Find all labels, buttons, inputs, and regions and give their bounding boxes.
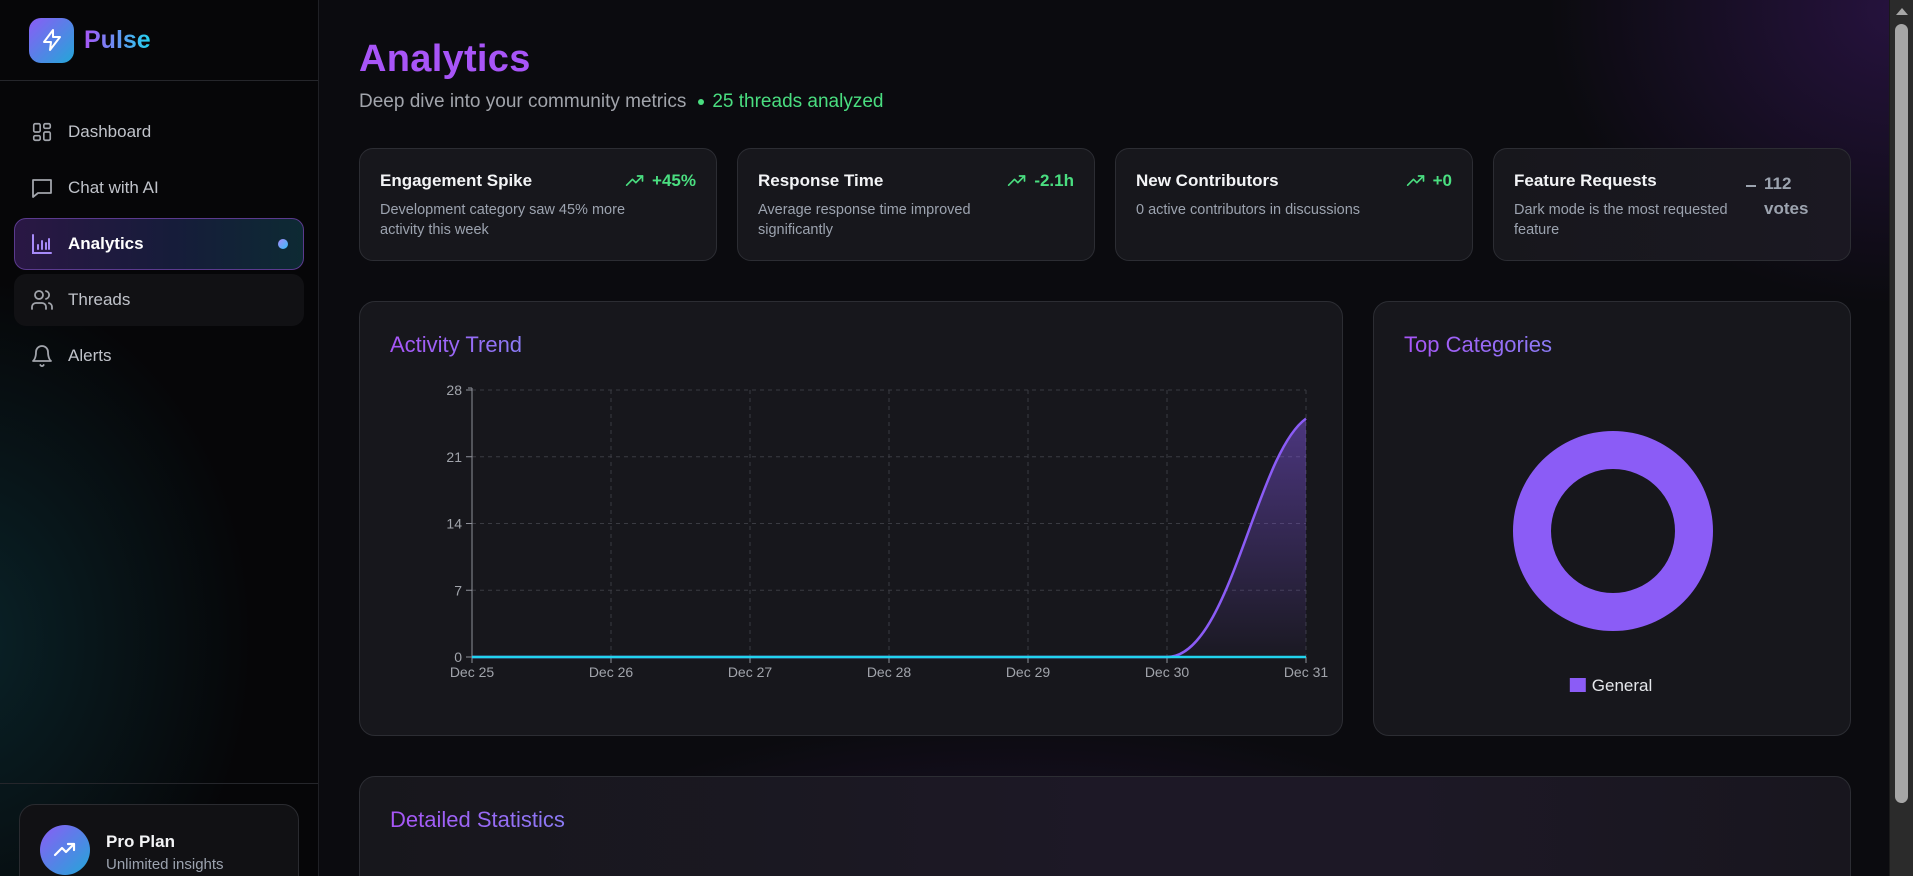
brand[interactable]: Pulse [0,0,318,81]
sidebar-item-analytics[interactable]: Analytics [14,218,304,270]
trending-up-icon [1406,174,1426,188]
sidebar-item-label: Dashboard [68,122,152,141]
legend-item[interactable]: General [1569,676,1652,695]
panel-title: Detailed Statistics [390,807,565,832]
detailed-statistics-panel: Detailed Statistics [359,776,1851,876]
status-dot [698,99,705,105]
sidebar-item-label: Threads [68,290,131,309]
insight-description: Development category saw 45% more activi… [380,202,626,238]
trending-up-icon [40,825,90,875]
y-tick-label: 28 [446,382,462,398]
y-tick-label: 14 [446,516,462,532]
plan-subtitle: Unlimited insights [106,856,224,873]
sidebar: Pulse Dashboard Chat with AI Analytics [0,0,319,876]
brand-name: Pulse [84,25,151,54]
insight-metric: +45% [625,171,696,191]
active-indicator-dot [278,239,288,249]
top-categories-panel: Top Categories General [1373,301,1851,736]
x-tick-label: Dec 27 [728,664,773,680]
x-tick-label: Dec 29 [1006,664,1051,680]
top-categories-donut-chart[interactable]: General [1374,302,1852,737]
y-tick-label: 21 [446,449,462,465]
plan-title: Pro Plan [106,832,175,851]
insight-description: 0 active contributors in discussions [1136,202,1361,218]
x-tick-label: Dec 30 [1145,664,1190,680]
insight-metric: -2.1h [1007,171,1074,191]
x-tick-label: Dec 26 [589,664,634,680]
y-tick-label: 7 [454,582,462,598]
sidebar-item-dashboard[interactable]: Dashboard [14,106,304,158]
lightning-icon [29,17,74,63]
sidebar-item-label: Analytics [68,234,144,253]
insight-metric: +0 [1406,171,1452,191]
minus-icon [1746,185,1756,187]
activity-trend-panel: Activity Trend 0 7 14 21 28 Dec 25 Dec 26 Dec 2… [359,301,1343,736]
insight-card-engagement[interactable]: Engagement Spike Development category sa… [359,148,717,261]
donut-slice-general[interactable] [1513,430,1713,632]
x-tick-label: Dec 25 [450,664,495,680]
scroll-up-arrow-icon[interactable] [1896,8,1908,15]
page-subtitle: Deep dive into your community metrics [359,91,687,112]
activity-trend-chart[interactable]: 0 7 14 21 28 Dec 25 Dec 26 Dec 27 Dec 28 Dec 29 De… [360,302,1344,737]
sidebar-item-label: Alerts [68,346,112,365]
scrollbar-thumb[interactable] [1895,24,1908,803]
insight-cards: Engagement Spike Development category sa… [359,148,1851,261]
page-title: Analytics [359,38,531,80]
chat-bubble-icon [30,176,54,200]
insight-card-feature-requests[interactable]: Feature Requests Dark mode is the most r… [1493,148,1851,261]
panel-title: Top Categories [1404,332,1552,357]
sidebar-item-alerts[interactable]: Alerts [14,330,304,382]
legend-swatch [1569,678,1586,692]
sidebar-footer: Pro Plan Unlimited insights [0,783,318,876]
threads-analyzed-count: 25 threads analyzed [712,91,884,112]
sidebar-nav: Dashboard Chat with AI Analytics Threa [0,81,318,382]
users-icon [30,288,54,312]
main-content: Analytics Deep dive into your community … [319,0,1913,876]
insight-card-new-contributors[interactable]: New Contributors 0 active contributors i… [1115,148,1473,261]
insight-description: Average response time improved significa… [758,202,971,238]
vertical-scrollbar[interactable] [1889,0,1913,876]
insight-description: Dark mode is the most requested feature [1514,202,1728,238]
x-tick-label: Dec 31 [1284,664,1329,680]
insight-metric-value: -2.1h [1034,171,1074,190]
bar-chart-icon [30,232,54,256]
insight-metric-value: +0 [1432,171,1452,190]
insight-metric-value: 112 votes [1764,174,1809,218]
insight-title: New Contributors [1136,171,1279,190]
sidebar-item-threads[interactable]: Threads [14,274,304,326]
panel-title: Activity Trend [390,332,523,357]
insight-title: Engagement Spike [380,171,533,190]
x-tick-label: Dec 28 [867,664,912,680]
y-tick-label: 0 [454,649,462,665]
insight-metric-value: +45% [652,171,696,190]
legend-label: General [1592,676,1652,695]
pro-plan-card[interactable]: Pro Plan Unlimited insights [19,804,299,876]
sidebar-item-label: Chat with AI [68,178,159,197]
insight-card-response-time[interactable]: Response Time Average response time impr… [737,148,1095,261]
series-area-threads [472,418,1306,657]
insight-metric: 112 votes [1746,171,1832,221]
insight-title: Feature Requests [1514,171,1657,190]
trending-up-icon [625,174,645,188]
insight-title: Response Time [758,171,884,190]
trending-up-icon [1007,174,1027,188]
charts-row: Activity Trend 0 7 14 21 28 Dec 25 Dec 26 Dec 2… [359,301,1851,736]
bell-icon [30,344,54,368]
sidebar-item-chat[interactable]: Chat with AI [14,162,304,214]
page-subtitle-row: Deep dive into your community metrics 25… [359,91,1851,113]
dashboard-grid-icon [30,120,54,144]
